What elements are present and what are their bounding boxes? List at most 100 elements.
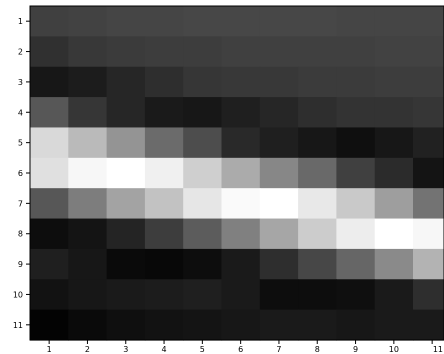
heatmap-cell-r5-c9 (336, 127, 376, 159)
heatmap-cell-r5-c6 (221, 127, 261, 159)
heatmap-cell-r3-c4 (144, 66, 184, 98)
heatmap-cell-r2-c3 (106, 36, 146, 68)
heatmap-cell-r10-c3 (106, 279, 146, 311)
heatmap-cell-r6-c2 (68, 157, 108, 189)
heatmap-cell-r10-c1 (30, 279, 69, 311)
heatmap-cell-r7-c4 (144, 188, 184, 220)
heatmap-cell-r5-c10 (374, 127, 414, 159)
heatmap-cell-r3-c7 (259, 66, 299, 98)
heatmap-cell-r4-c2 (68, 97, 108, 129)
heatmap-cell-r2-c4 (144, 36, 184, 68)
y-tick-label-6: 6 (18, 169, 23, 178)
heatmap-cell-r8-c4 (144, 218, 184, 250)
heatmap-cell-r5-c8 (298, 127, 337, 159)
heatmap-cell-r1-c7 (259, 6, 299, 37)
x-tick-label-5: 5 (200, 345, 205, 354)
heatmap-cell-r3-c11 (413, 66, 444, 98)
x-tick-label-10: 10 (389, 345, 399, 354)
heatmap-cells (30, 6, 444, 341)
heatmap-cell-r3-c8 (298, 66, 337, 98)
heatmap-cell-r3-c2 (68, 66, 108, 98)
heatmap-cell-r11-c1 (30, 309, 69, 341)
heatmap-cell-r9-c4 (144, 248, 184, 280)
heatmap-cell-r10-c9 (336, 279, 376, 311)
x-tick-label-3: 3 (123, 345, 128, 354)
x-tick-label-9: 9 (353, 345, 358, 354)
heatmap-cell-r10-c10 (374, 279, 414, 311)
heatmap-cell-r10-c11 (413, 279, 444, 311)
heatmap-cell-r11-c11 (413, 309, 444, 341)
heatmap-cell-r8-c5 (183, 218, 223, 250)
heatmap-cell-r2-c2 (68, 36, 108, 68)
x-tick-label-8: 8 (315, 345, 320, 354)
heatmap-cell-r4-c9 (336, 97, 376, 129)
y-tick-label-2: 2 (18, 48, 23, 57)
heatmap-cell-r4-c10 (374, 97, 414, 129)
heatmap-cell-r1-c1 (30, 6, 69, 37)
heatmap-cell-r5-c3 (106, 127, 146, 159)
heatmap-cell-r2-c5 (183, 36, 223, 68)
heatmap-cell-r1-c8 (298, 6, 337, 37)
heatmap-cell-r11-c3 (106, 309, 146, 341)
y-axis: 1 2 3 4 5 6 7 8 9 10 11 (13, 17, 30, 330)
heatmap-cell-r4-c4 (144, 97, 184, 129)
heatmap-cell-r10-c4 (144, 279, 184, 311)
heatmap-cell-r6-c8 (298, 157, 337, 189)
heatmap-cell-r8-c2 (68, 218, 108, 250)
heatmap-cell-r8-c6 (221, 218, 261, 250)
heatmap-cell-r11-c10 (374, 309, 414, 341)
heatmap-cell-r9-c2 (68, 248, 108, 280)
heatmap-cell-r3-c10 (374, 66, 414, 98)
heatmap-cell-r4-c7 (259, 97, 299, 129)
heatmap-cell-r11-c9 (336, 309, 376, 341)
x-axis: 1 2 3 4 5 6 7 8 9 10 11 (47, 340, 443, 354)
heatmap-cell-r1-c11 (413, 6, 444, 37)
heatmap-cell-r1-c10 (374, 6, 414, 37)
y-tick-label-8: 8 (18, 230, 23, 239)
heatmap-cell-r9-c11 (413, 248, 444, 280)
heatmap-cell-r11-c6 (221, 309, 261, 341)
heatmap-cell-r9-c6 (221, 248, 261, 280)
heatmap-cell-r2-c6 (221, 36, 261, 68)
heatmap-cell-r8-c7 (259, 218, 299, 250)
heatmap-cell-r1-c4 (144, 6, 184, 37)
heatmap-cell-r1-c6 (221, 6, 261, 37)
heatmap-cell-r9-c10 (374, 248, 414, 280)
heatmap-cell-r8-c10 (374, 218, 414, 250)
heatmap-cell-r3-c5 (183, 66, 223, 98)
y-tick-label-1: 1 (18, 17, 23, 26)
heatmap-cell-r6-c9 (336, 157, 376, 189)
heatmap-cell-r1-c2 (68, 6, 108, 37)
y-tick-label-9: 9 (18, 260, 23, 269)
heatmap-cell-r7-c7 (259, 188, 299, 220)
heatmap-cell-r7-c1 (30, 188, 69, 220)
heatmap-cell-r9-c3 (106, 248, 146, 280)
heatmap-cell-r5-c2 (68, 127, 108, 159)
heatmap-cell-r11-c7 (259, 309, 299, 341)
heatmap-cell-r4-c1 (30, 97, 69, 129)
heatmap-cell-r6-c10 (374, 157, 414, 189)
heatmap-cell-r3-c3 (106, 66, 146, 98)
heatmap-cell-r10-c6 (221, 279, 261, 311)
heatmap-cell-r2-c1 (30, 36, 69, 68)
heatmap-cell-r7-c10 (374, 188, 414, 220)
heatmap-cell-r9-c7 (259, 248, 299, 280)
heatmap-cell-r5-c1 (30, 127, 69, 159)
x-tick-label-2: 2 (85, 345, 90, 354)
heatmap-cell-r11-c8 (298, 309, 337, 341)
heatmap-cell-r4-c8 (298, 97, 337, 129)
heatmap-cell-r9-c1 (30, 248, 69, 280)
x-tick-label-11: 11 (433, 345, 443, 354)
heatmap-cell-r10-c8 (298, 279, 337, 311)
x-tick-label-6: 6 (238, 345, 243, 354)
y-tick-label-4: 4 (18, 108, 23, 117)
heatmap-cell-r6-c3 (106, 157, 146, 189)
heatmap-cell-r11-c5 (183, 309, 223, 341)
heatmap-cell-r9-c5 (183, 248, 223, 280)
x-tick-label-4: 4 (162, 345, 167, 354)
heatmap-cell-r4-c11 (413, 97, 444, 129)
y-tick-label-5: 5 (18, 139, 23, 148)
heatmap-cell-r2-c8 (298, 36, 337, 68)
heatmap-cell-r4-c6 (221, 97, 261, 129)
heatmap-cell-r6-c1 (30, 157, 69, 189)
